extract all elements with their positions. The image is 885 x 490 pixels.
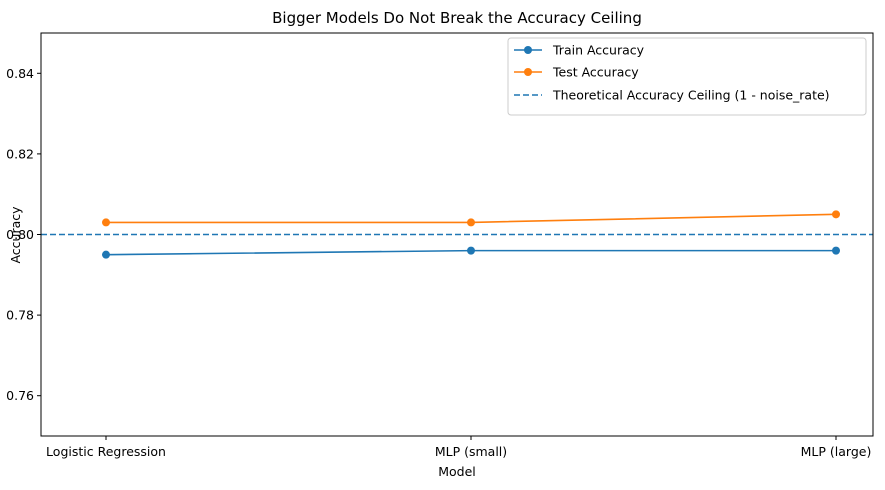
train-accuracy-point — [832, 246, 840, 255]
series-layer — [102, 210, 840, 259]
y-tick-label: 0.76 — [6, 388, 34, 403]
legend-test-label: Test Accuracy — [552, 65, 639, 80]
y-tick-label: 0.80 — [6, 227, 34, 242]
plot-area: 0.76 0.78 0.80 0.82 0.84 Logistic Regression… — [6, 32, 874, 459]
y-axis-label: Accuracy — [8, 206, 23, 264]
legend-entry-test: Test Accuracy — [514, 65, 639, 80]
legend-train-label: Train Accuracy — [552, 43, 645, 58]
x-axis-ticks: Logistic Regression MLP (small) MLP (large… — [46, 436, 871, 459]
legend-test-swatch-marker — [524, 68, 532, 76]
legend-ceiling-label: Theoretical Accuracy Ceiling (1 - noise_… — [552, 88, 830, 103]
test-accuracy-point — [467, 218, 475, 227]
y-tick-label: 0.82 — [6, 146, 34, 161]
y-axis-ticks: 0.76 0.78 0.80 0.82 0.84 — [6, 66, 41, 403]
test-accuracy-point — [102, 218, 110, 227]
y-tick-label: 0.84 — [6, 66, 34, 81]
chart-title: Bigger Models Do Not Break the Accuracy … — [272, 9, 642, 27]
test-accuracy-point — [832, 210, 840, 219]
legend-entry-train: Train Accuracy — [514, 43, 645, 58]
x-tick-label: MLP (small) — [435, 444, 507, 459]
legend: Train Accuracy Test Accuracy Theoretical… — [507, 37, 867, 116]
legend-train-swatch-marker — [524, 46, 532, 54]
y-tick-label: 0.78 — [6, 308, 34, 323]
x-axis-label: Model — [438, 464, 476, 479]
x-tick-label: MLP (large) — [801, 444, 872, 459]
train-accuracy-point — [467, 246, 475, 255]
train-accuracy-point — [102, 250, 110, 259]
legend-box — [507, 37, 867, 116]
legend-entry-ceiling: Theoretical Accuracy Ceiling (1 - noise_… — [514, 88, 830, 103]
x-tick-label: Logistic Regression — [46, 444, 166, 459]
